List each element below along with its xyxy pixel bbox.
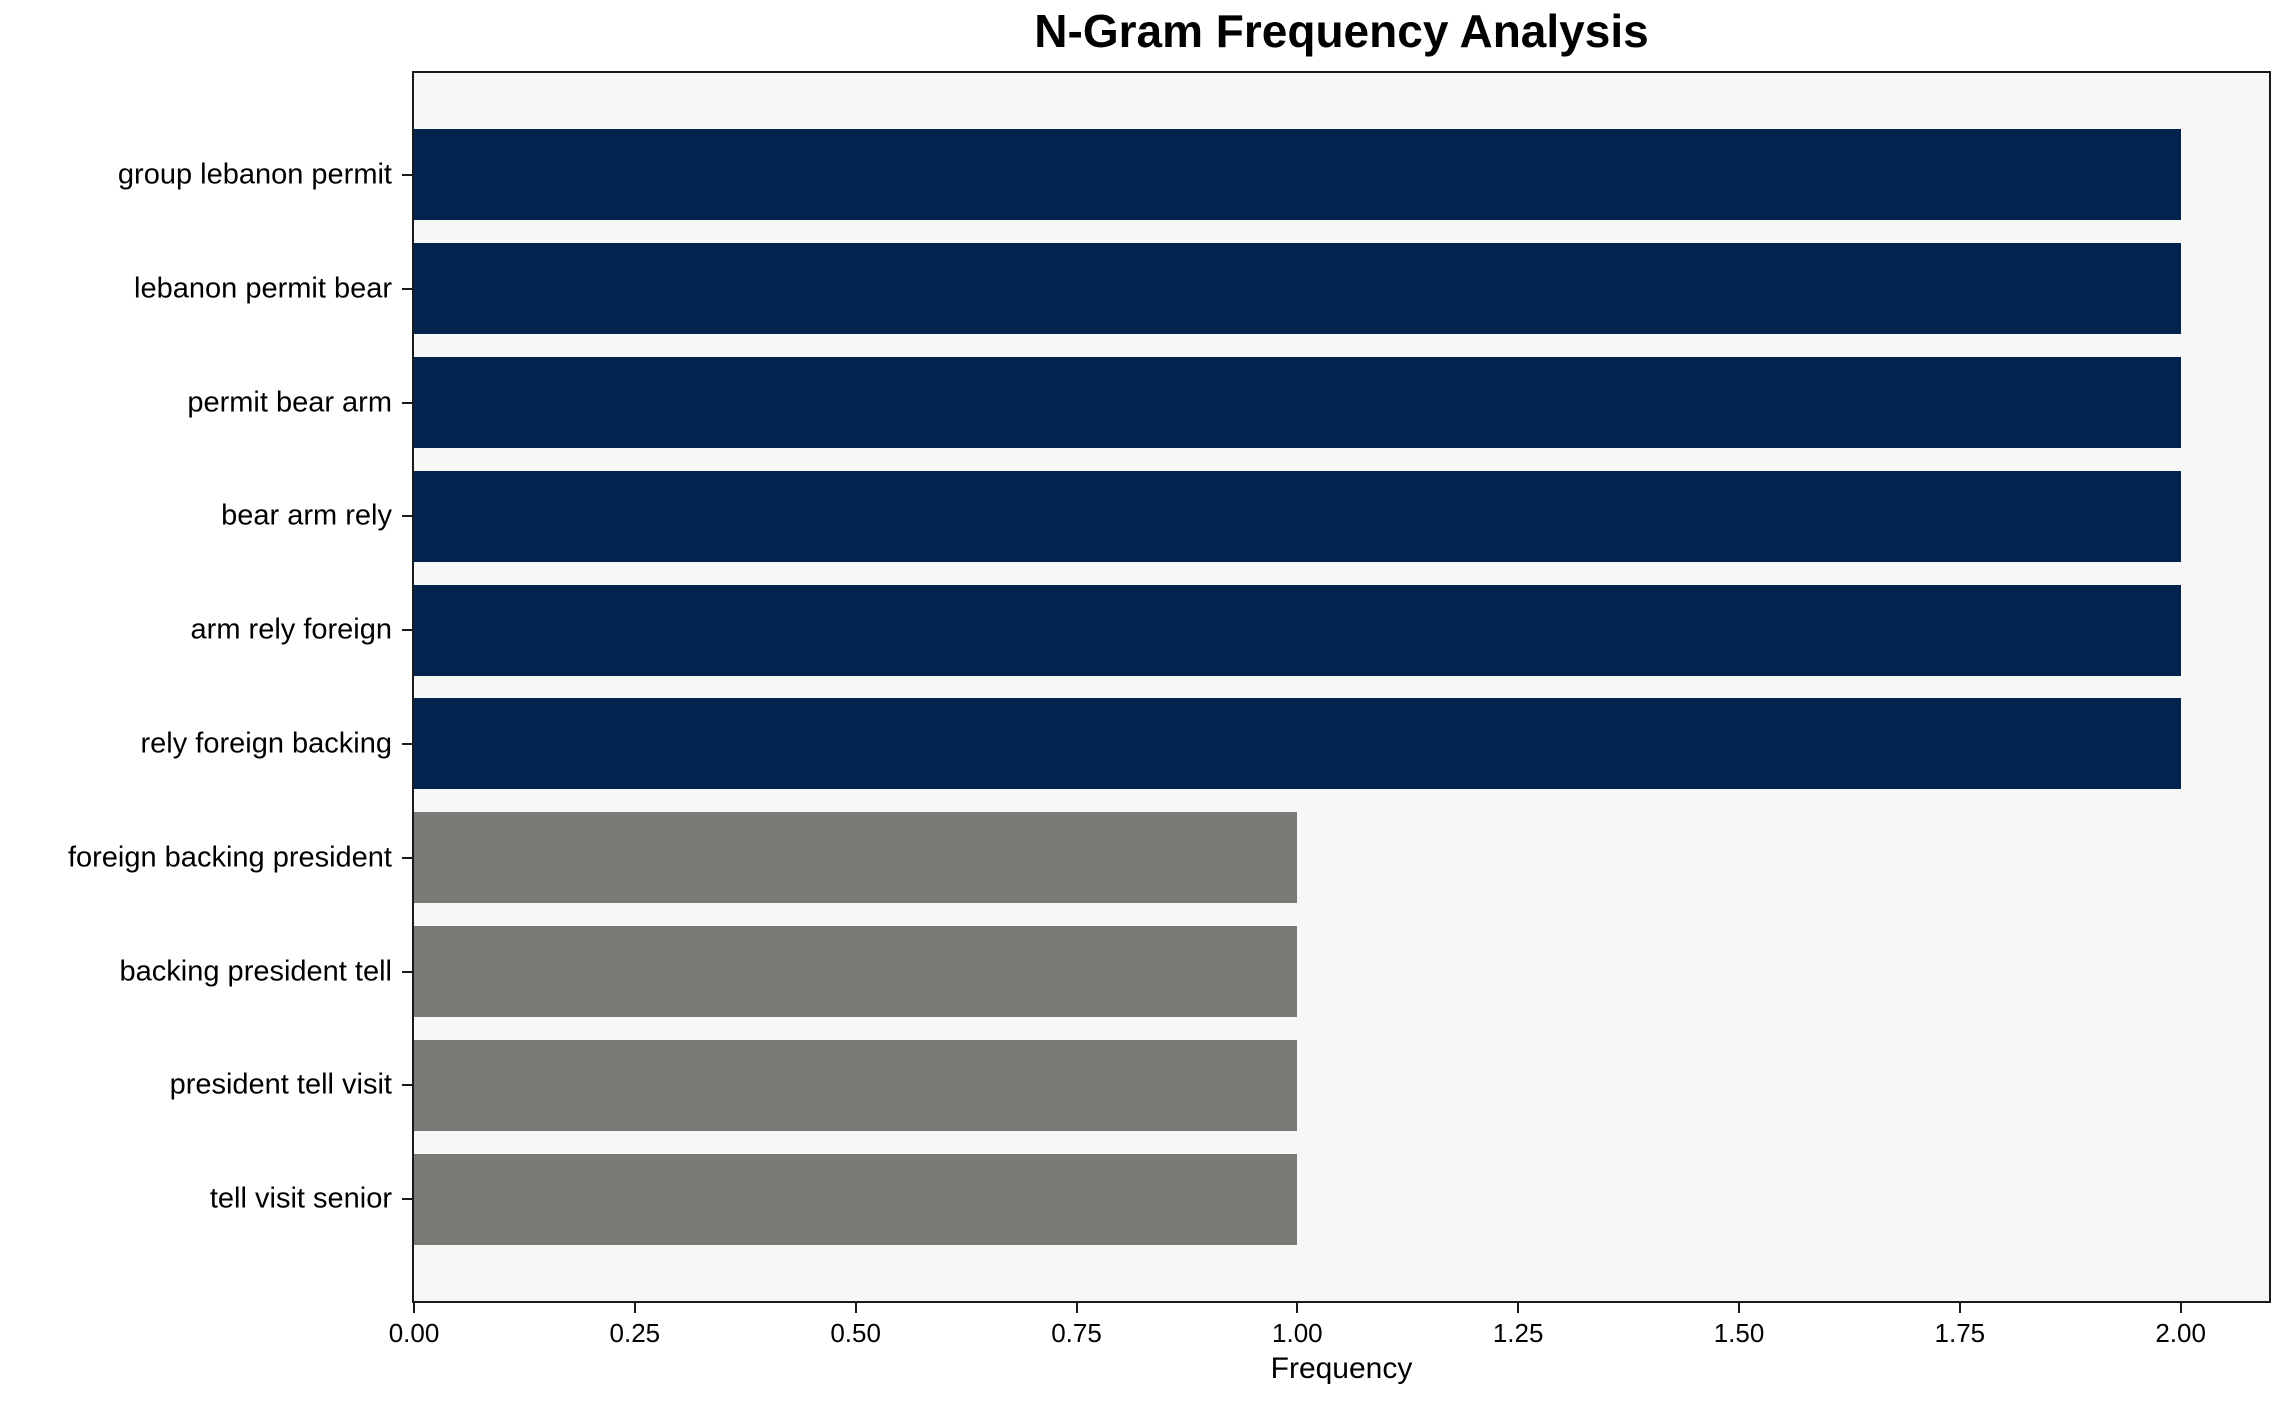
bar-arm-rely-foreign bbox=[414, 584, 2181, 676]
y-tick-mark bbox=[402, 742, 412, 745]
plot-area bbox=[412, 71, 2271, 1303]
y-tick-label: rely foreign backing bbox=[140, 727, 392, 760]
x-tick-label: 0.00 bbox=[388, 1318, 440, 1348]
bar-bear-arm-rely bbox=[414, 470, 2181, 562]
y-tick-mark bbox=[402, 515, 412, 518]
x-tick-mark bbox=[413, 1303, 415, 1313]
y-tick-mark bbox=[402, 970, 412, 973]
y-tick-mark bbox=[402, 856, 412, 859]
y-tick-label: foreign backing president bbox=[67, 841, 392, 874]
x-tick-mark bbox=[854, 1303, 857, 1313]
bar-permit-bear-arm bbox=[414, 357, 2181, 448]
x-tick-mark bbox=[1296, 1303, 1299, 1313]
x-tick-mark bbox=[1517, 1303, 1520, 1313]
y-tick-mark bbox=[402, 401, 412, 404]
x-tick-mark bbox=[633, 1303, 636, 1313]
x-tick-mark bbox=[1958, 1303, 1961, 1313]
y-tick-label: group lebanon permit bbox=[117, 158, 392, 191]
bar-backing-president-tell bbox=[414, 926, 1297, 1017]
x-tick-label: 0.25 bbox=[609, 1318, 661, 1348]
y-tick-label: backing president tell bbox=[119, 955, 392, 987]
bar-group-lebanon-permit bbox=[414, 129, 2181, 221]
y-tick-mark bbox=[402, 173, 412, 176]
bar-president-tell-visit bbox=[414, 1039, 1297, 1131]
x-tick-mark bbox=[2179, 1303, 2182, 1313]
y-tick-mark bbox=[402, 1198, 412, 1201]
chart-title: N-Gram Frequency Analysis bbox=[1034, 5, 1649, 57]
bar-tell-visit-senior bbox=[414, 1153, 1297, 1245]
y-tick-label: president tell visit bbox=[169, 1068, 392, 1101]
x-axis-label: Frequency bbox=[1270, 1352, 1413, 1385]
x-tick-mark bbox=[1738, 1303, 1740, 1313]
x-tick-label: 2.00 bbox=[2155, 1318, 2206, 1348]
y-tick-label: tell visit senior bbox=[209, 1182, 392, 1215]
x-tick-label: 0.75 bbox=[1051, 1318, 1102, 1348]
x-tick-label: 0.50 bbox=[830, 1318, 881, 1348]
x-tick-mark bbox=[1075, 1303, 1078, 1313]
bar-foreign-backing-president bbox=[414, 812, 1297, 904]
x-tick-label: 1.50 bbox=[1713, 1318, 1765, 1348]
bar-lebanon-permit-bear bbox=[414, 243, 2181, 335]
y-tick-label: bear arm rely bbox=[221, 499, 392, 532]
x-tick-label: 1.75 bbox=[1934, 1318, 1986, 1348]
y-tick-mark bbox=[402, 1084, 412, 1087]
x-tick-label: 1.25 bbox=[1492, 1318, 1544, 1348]
y-tick-label: lebanon permit bear bbox=[134, 272, 392, 305]
y-tick-label: arm rely foreign bbox=[190, 613, 392, 646]
y-tick-mark bbox=[402, 287, 412, 290]
y-tick-label: permit bear arm bbox=[187, 386, 392, 418]
bar-rely-foreign-backing bbox=[414, 698, 2181, 790]
y-tick-mark bbox=[402, 629, 412, 632]
x-tick-label: 1.00 bbox=[1272, 1318, 1323, 1348]
